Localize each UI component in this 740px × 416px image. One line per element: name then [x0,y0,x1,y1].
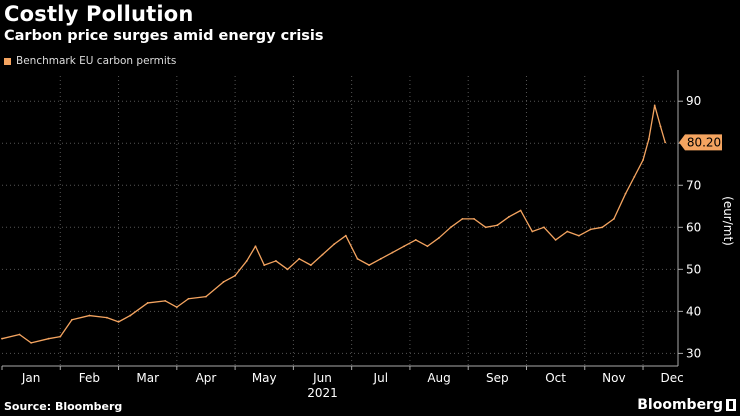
chart-title: Costly Pollution [4,2,194,26]
data-point [117,320,120,323]
data-point [484,226,487,229]
data-point [254,245,257,248]
x-tick-label: Mar [136,371,159,385]
x-tick-label: Apr [196,371,217,385]
x-tick-label: Oct [545,371,566,385]
data-point [653,104,656,107]
data-point [164,299,167,302]
x-tick-label: Feb [79,371,100,385]
data-point [496,224,499,227]
data-point [612,217,615,220]
data-point [344,234,347,237]
data-point [321,253,324,256]
last-value-callout: 80.20 [679,134,722,151]
data-point [222,281,225,283]
brand-logo: Bloomberg [637,397,736,413]
last-value-label: 80.20 [687,135,721,149]
last-value-badge [679,134,722,151]
data-point [566,230,569,233]
data-point [274,260,277,262]
data-point [47,337,50,340]
x-axis-label: 2021 [307,386,338,400]
data-point [59,335,62,338]
legend-swatch [4,57,11,65]
data-point [379,257,382,260]
y-tick-label: 40 [686,304,701,318]
data-point [664,141,667,144]
data-point [642,159,644,161]
x-tick-label: May [252,371,277,385]
data-point [356,257,359,260]
data-point [129,314,132,317]
data-point [473,217,475,220]
brand-mark-icon [726,399,736,411]
x-tick-label: Aug [427,371,450,385]
data-point [30,341,33,344]
legend-label: Benchmark EU carbon permits [16,55,177,67]
series-line [1,104,666,344]
data-point [578,234,580,237]
chart-subtitle: Carbon price surges amid energy crisis [4,28,324,44]
data-point [333,243,336,246]
data-point [286,268,289,271]
x-tick-label: Jul [373,371,388,385]
y-tick-label: 30 [686,346,701,360]
data-point [368,264,371,267]
data-point [426,245,429,248]
x-tick-label: Jan [21,371,41,385]
x-tick-label: Jun [312,371,332,385]
data-point [88,314,91,317]
data-point [659,125,662,128]
data-point [298,257,301,260]
data-point [414,239,417,241]
data-point [554,239,557,241]
data-point [624,192,627,195]
data-point [175,306,178,309]
data-point [403,245,406,248]
data-point [601,226,604,229]
data-point [508,215,510,218]
data-point [205,295,207,298]
y-tick-label: 90 [686,94,701,108]
data-point [543,226,545,229]
data-point [633,175,636,178]
source-note: Source: Bloomberg [4,400,123,413]
legend: Benchmark EU carbon permits [4,55,176,67]
data-point [531,230,534,233]
y-tick-label: 60 [686,220,701,234]
data-point [105,316,108,319]
data-point [263,264,266,267]
data-point [71,318,73,321]
data-point [146,302,149,304]
x-tick-label: Dec [661,371,684,385]
data-point [438,236,440,239]
y-axis-label: (eur/mt) [721,196,735,246]
data-point [187,297,190,300]
data-point [309,264,312,267]
data-point [391,251,394,254]
data-point [1,337,3,340]
data-point [245,260,248,262]
x-tick-label: Nov [602,371,625,385]
brand-name: Bloomberg [637,397,723,413]
y-tick-label: 70 [686,178,701,192]
data-point [519,209,522,212]
data-point [234,274,237,277]
data-point [18,333,21,336]
y-tick-label: 50 [686,262,701,276]
data-point [647,138,650,140]
x-tick-label: Sep [486,371,509,385]
data-point [589,228,592,231]
data-point [449,226,452,229]
data-point [461,217,464,220]
